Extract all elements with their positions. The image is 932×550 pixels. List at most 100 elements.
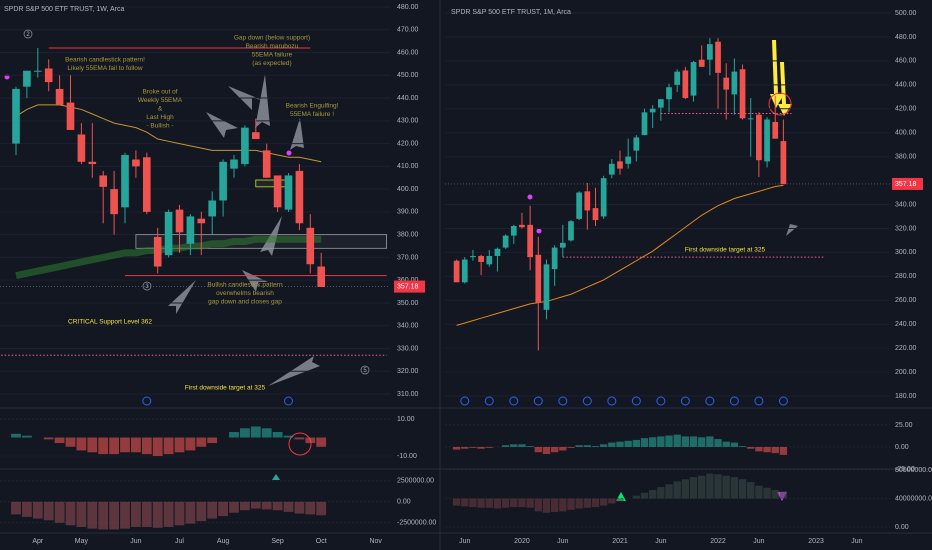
y-tick-label: 440.00 [397,95,419,102]
candle-body [739,69,746,119]
candle-body [186,216,195,244]
candle-body [317,266,326,288]
histogram-bar [738,479,747,499]
histogram-bar [681,479,690,499]
dividend-icon [582,396,592,406]
candle-body [121,154,129,208]
histogram-bar [87,501,98,529]
candle-body [33,70,42,72]
y-tick-label: 400.00 [895,130,917,137]
candle-body [461,259,468,283]
histogram-bar [755,446,763,452]
histogram-bar [163,437,174,455]
candle-body [66,102,75,130]
histogram-bar [316,437,327,447]
candle-body [99,175,108,187]
annotation: First downside target at 325 [685,247,766,254]
annotation: 55EMA failure [252,52,293,59]
candle-body [470,255,476,258]
histogram-bar [469,446,477,448]
histogram-bar [11,433,21,438]
annotation: Broke out of [142,89,177,96]
candle-body [273,175,282,208]
histogram-bar [534,498,542,512]
candle-body [756,114,762,161]
histogram-bar [616,441,624,447]
histogram-bar [714,439,722,447]
candle-body [164,211,173,256]
histogram-bar [518,498,526,508]
annotation: CRITICAL Support Level 362 [68,319,152,326]
histogram-bar [21,435,32,438]
y-tick-label: 280.00 [895,273,917,280]
candle-body [649,108,656,113]
histogram-bar [599,498,608,506]
histogram-bar [477,446,485,449]
histogram-bar [698,437,706,447]
y-tick-label: 430.00 [397,118,419,125]
histogram-bar [32,501,43,519]
candle-body [772,121,779,139]
arrow [778,62,792,116]
histogram-bar [163,501,174,527]
candle-body [625,156,632,164]
signal-marker [272,474,280,480]
candle-body [219,161,227,201]
annotation: - Bullish - [146,123,173,130]
candle-body [584,191,591,211]
histogram-bar [722,475,730,499]
histogram-bar [261,428,272,438]
wave-circle [360,365,370,375]
histogram-bar [510,498,518,508]
histogram-bar [722,441,730,447]
y-tick-label: 260.00 [895,297,917,304]
annotation: Bearish Engulfing! [286,103,339,110]
x-tick-label: Sep [271,538,284,545]
wave-label: 2 [26,32,30,38]
dividend-icon [509,396,519,406]
histogram-bar [534,446,542,453]
y-tick-label: 330.00 [397,345,419,352]
y-tick-label: 340.00 [895,201,917,208]
candle-body [600,178,607,217]
histogram-bar [218,501,229,517]
histogram-bar [779,491,788,499]
x-tick-label: Jun [851,538,862,545]
histogram-bar [689,477,698,499]
y-tick-label: 350.00 [397,300,419,307]
arrow [206,112,238,138]
annotation: Bullish candlestick pattern [207,282,283,289]
x-tick-label: 2020 [514,538,530,545]
candle-body [12,88,20,144]
histogram-bar [250,501,261,509]
y-tick-label: 310.00 [397,391,419,398]
dividend-icon [631,396,641,406]
annotation: overwhelms bearish [216,290,274,297]
histogram-bar [649,437,657,447]
histogram-bar [207,437,218,444]
histogram-bar [272,501,283,511]
y-tick-label: 500.00 [895,10,917,17]
x-tick-label: Jul [175,538,184,545]
y-tick-label: 380.00 [895,153,917,160]
histogram-bar [510,444,518,447]
histogram-bar [207,501,218,519]
candle-body [707,44,713,60]
y-tick-label: 320.00 [895,225,917,232]
annotation: Bearish candlestick pattern! [65,57,145,64]
histogram-bar [98,437,109,455]
yellow-arrows [770,40,792,116]
histogram-bar [657,487,665,499]
annotation: Weekly 55EMA [138,97,183,104]
candle-body [251,132,260,140]
annotation: & [158,106,163,113]
chart-title: SPDR S&P 500 ETF TRUST, 1M, Arca [451,9,571,16]
candle-body [306,227,315,265]
candle-body [715,41,721,73]
histogram-bar [518,444,526,447]
candle-body [23,70,31,87]
y-tick-label: 400.00 [397,186,419,193]
histogram-bar [283,435,294,438]
histogram-bar [239,501,250,511]
histogram-bar [730,477,739,499]
